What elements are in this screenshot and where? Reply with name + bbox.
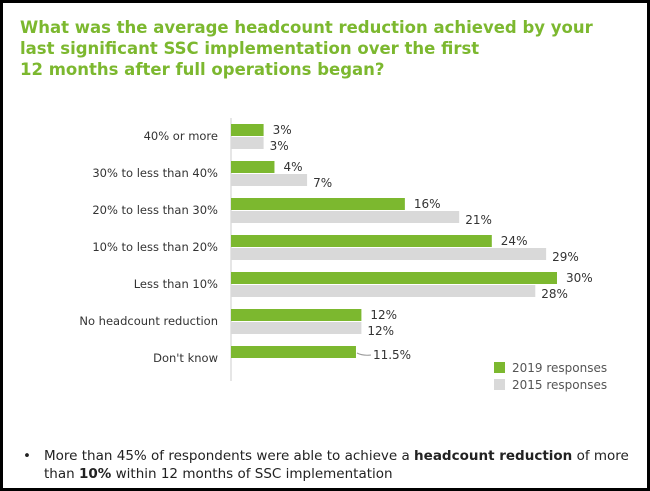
legend-label: 2015 responses — [512, 378, 607, 392]
bar-2015 — [231, 322, 362, 334]
data-label: 11.5% — [373, 348, 411, 362]
chart-title: What was the average headcount reduction… — [20, 17, 640, 80]
bar-2019 — [231, 272, 557, 284]
category-label: Less than 10% — [134, 277, 218, 291]
legend-swatch — [494, 362, 505, 373]
category-label: No headcount reduction — [79, 314, 218, 328]
bar-2019 — [231, 161, 275, 173]
data-label: 3% — [270, 139, 289, 153]
data-label: 29% — [552, 250, 579, 264]
data-label: 7% — [313, 176, 332, 190]
data-label: 28% — [541, 287, 568, 301]
data-label: 21% — [465, 213, 492, 227]
title-line: 12 months after full operations began? — [20, 60, 385, 79]
bar-chart: 40% or more 3% 3% 30% to less than 40% 4% 7% 2… — [79, 118, 607, 392]
data-label: 3% — [273, 123, 292, 137]
bar-2015 — [231, 248, 547, 260]
bar-2019 — [231, 309, 362, 321]
note-part: More than 45% of respondents were able t… — [44, 448, 415, 464]
data-label: 30% — [566, 271, 593, 285]
bar-2019 — [231, 235, 492, 247]
bar-2015 — [231, 211, 460, 223]
note-part-bold: headcount reduction — [414, 448, 573, 464]
bar-2015 — [231, 174, 308, 186]
data-label: 16% — [414, 197, 441, 211]
category-label: Don't know — [153, 351, 218, 365]
note-part: of more than — [44, 448, 629, 482]
bar-2015 — [231, 137, 264, 149]
bullet-icon: • — [23, 448, 31, 464]
data-label: 12% — [367, 324, 394, 338]
category-label: 30% to less than 40% — [92, 166, 218, 180]
bar-2019 — [231, 198, 405, 210]
footnote-bullet: • More than 45% of respondents were able… — [23, 447, 633, 483]
category-label: 40% or more — [144, 129, 218, 143]
bar-2019 — [231, 346, 356, 358]
bar-2019 — [231, 124, 264, 136]
legend-label: 2019 responses — [512, 361, 607, 375]
category-label: 10% to less than 20% — [92, 240, 218, 254]
data-label: 12% — [370, 308, 397, 322]
data-label: 4% — [283, 160, 302, 174]
footnote-text: More than 45% of respondents were able t… — [44, 447, 633, 483]
title-line: last significant SSC implementation over… — [20, 39, 480, 58]
category-label: 20% to less than 30% — [92, 203, 218, 217]
note-part-bold: 10% — [78, 466, 112, 482]
data-label: 24% — [501, 234, 528, 248]
title-line: What was the average headcount reduction… — [20, 18, 593, 37]
note-part: within 12 months of SSC implementation — [111, 466, 393, 482]
legend-swatch — [494, 379, 505, 390]
leader-line — [356, 352, 372, 356]
bar-2015 — [231, 285, 536, 297]
